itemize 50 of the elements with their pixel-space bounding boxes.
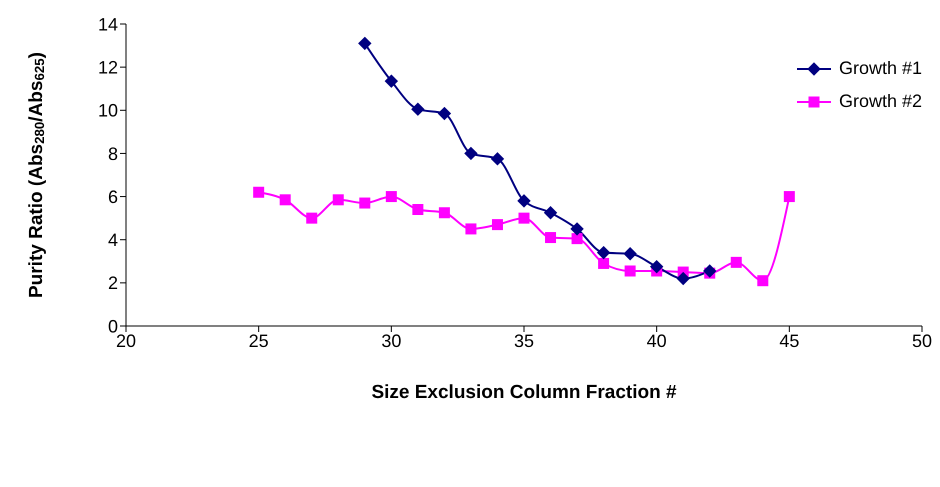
point [598,258,610,269]
point [650,260,664,274]
x-axis-title: Size Exclusion Column Fraction # [371,382,677,403]
point [757,275,768,286]
y-tick-label: 12 [98,58,118,78]
legend-label: Growth #1 [838,58,922,79]
point [253,186,264,198]
point [358,36,372,50]
x-tick-label: 30 [381,330,402,351]
point [438,207,450,218]
point [518,194,530,208]
point [544,206,558,220]
x-tick-label: 25 [248,330,269,351]
y-tick-label: 10 [98,100,118,121]
point [384,74,398,88]
point [411,102,424,116]
point [545,232,556,244]
point [597,246,610,260]
point [464,146,478,160]
x-tick-label: 35 [514,330,534,351]
point [624,247,637,260]
point [438,107,451,120]
x-tick-label: 45 [779,330,800,351]
point [465,223,476,234]
point [784,191,795,202]
point [412,204,424,216]
point [306,212,318,224]
point [280,194,291,206]
y-tick-label: 8 [108,144,118,164]
legend-label: Growth #2 [838,91,922,112]
point [518,212,530,224]
point [676,272,690,286]
point [332,194,344,206]
point [492,219,503,230]
point [703,264,716,278]
point [359,198,370,209]
point [490,152,504,166]
y-tick-label: 0 [108,316,118,336]
x-tick-label: 50 [912,330,932,351]
point [624,265,636,276]
point [572,233,583,244]
y-tick-label: 14 [98,14,118,34]
point [386,191,397,202]
y-tick-label: 6 [108,186,118,207]
y-tick-label: 4 [108,230,118,250]
x-tick-label: 20 [116,330,136,351]
x-tick-label: 40 [646,330,667,351]
point [570,222,584,236]
y-tick-label: 2 [108,273,118,294]
point [730,256,742,268]
